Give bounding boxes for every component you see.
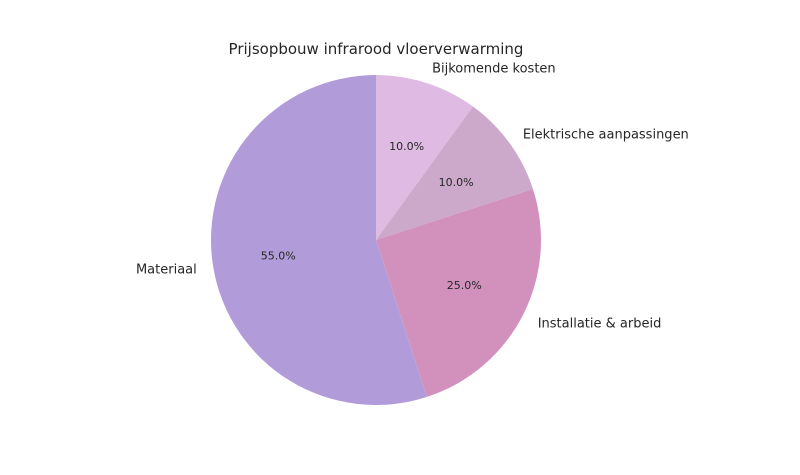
- pie-category-label-installatie-and-arbeid: Installatie & arbeid: [538, 316, 662, 331]
- pie-category-label-elektrische-aanpassingen: Elektrische aanpassingen: [523, 127, 689, 142]
- pie-value-label-bijkomende-kosten: 10.0%: [389, 140, 424, 153]
- pie-slice-installatie-and-arbeid: [376, 189, 541, 397]
- pie-value-label-elektrische-aanpassingen: 10.0%: [439, 176, 474, 189]
- pie-category-label-bijkomende-kosten: Bijkomende kosten: [432, 61, 556, 76]
- pie-category-label-materiaal: Materiaal: [136, 262, 197, 277]
- pie-labels: 10.0% Bijkomende kosten 10.0% Elektrische a…: [136, 61, 689, 331]
- chart-title: Prijsopbouw infrarood vloerverwarming: [229, 40, 524, 58]
- pie-slices: [210, 75, 541, 406]
- pie-slice-materiaal: [210, 75, 427, 406]
- pie-value-label-installatie-and-arbeid: 25.0%: [447, 279, 482, 292]
- pie-slice-bijkomende-kosten: [376, 75, 473, 240]
- pie-value-label-materiaal: 55.0%: [261, 249, 296, 262]
- pie-slice-elektrische-aanpassingen: [376, 106, 533, 240]
